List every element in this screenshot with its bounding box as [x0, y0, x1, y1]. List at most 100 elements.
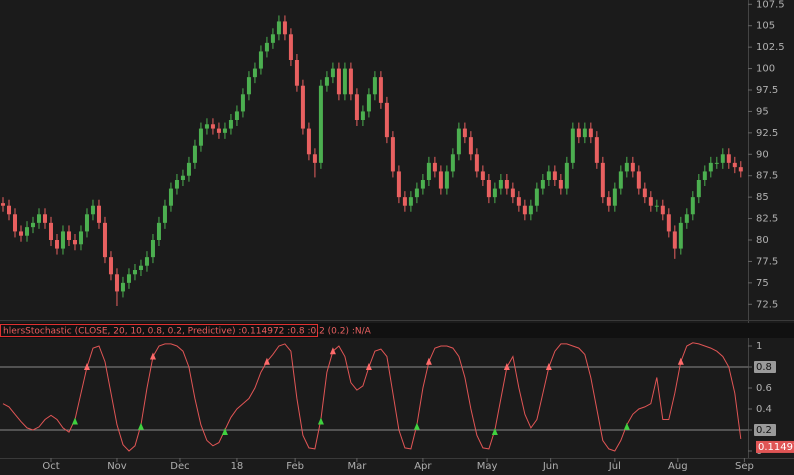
- buy-signal: [137, 422, 144, 430]
- candle-body: [192, 145, 197, 163]
- candle-body: [60, 231, 65, 249]
- candle-body: [402, 197, 407, 206]
- candle-body: [570, 128, 575, 163]
- candle-body: [654, 205, 659, 207]
- sell-signal: [677, 357, 684, 365]
- candle-body: [438, 171, 443, 189]
- candle-body: [336, 68, 341, 95]
- candle-body: [258, 51, 263, 69]
- candle-body: [492, 188, 497, 198]
- candle-body: [108, 257, 113, 275]
- candle-body: [462, 128, 467, 138]
- y-tick-label: 0.6: [756, 383, 772, 394]
- candle-body: [126, 274, 131, 283]
- buy-signal: [491, 428, 498, 436]
- last-value-label: 0.11497: [758, 442, 794, 453]
- candle-body: [720, 154, 725, 163]
- candle-body: [198, 128, 203, 146]
- buy-signal: [623, 422, 630, 430]
- candle-body: [696, 180, 701, 198]
- candle-body: [84, 214, 89, 232]
- candle-body: [618, 171, 623, 189]
- candle-body: [72, 240, 77, 245]
- sell-signal: [149, 352, 156, 360]
- y-tick-label: 80: [756, 235, 769, 246]
- candle-body: [96, 205, 101, 223]
- x-tick-label: Mar: [347, 461, 367, 472]
- candle-body: [348, 68, 353, 95]
- candle-body: [540, 180, 545, 189]
- candle-body: [576, 128, 581, 138]
- candle-body: [426, 162, 431, 180]
- y-tick-label: 0.2: [756, 425, 772, 436]
- sell-signal: [503, 362, 510, 370]
- candle-body: [276, 21, 281, 35]
- candle-body: [714, 162, 719, 164]
- candle-body: [516, 197, 521, 206]
- candle-body: [54, 240, 59, 249]
- candle-body: [168, 188, 173, 206]
- y-tick-label: 0.4: [756, 404, 772, 415]
- x-tick-label: May: [477, 461, 498, 472]
- candle-body: [396, 171, 401, 198]
- y-tick-label: 82.5: [756, 214, 778, 225]
- level-label-box: [754, 360, 776, 373]
- y-tick-label: 105: [756, 21, 775, 32]
- candle-body: [48, 222, 53, 240]
- candle-body: [288, 34, 293, 60]
- y-tick-label: 100: [756, 64, 775, 75]
- candle-body: [138, 265, 143, 270]
- candle-body: [342, 68, 347, 95]
- candle-body: [564, 162, 569, 189]
- candle-body: [24, 227, 29, 236]
- candle-body: [216, 128, 221, 133]
- candle-body: [150, 240, 155, 258]
- candle-body: [408, 197, 413, 206]
- candle-body: [324, 77, 329, 86]
- candle-body: [144, 257, 149, 266]
- candle-body: [546, 171, 551, 180]
- x-tick-label: Dec: [170, 461, 189, 472]
- candle-body: [612, 188, 617, 206]
- candle-body: [498, 180, 503, 189]
- candle-body: [600, 162, 605, 198]
- candle-body: [174, 180, 179, 189]
- buy-signal: [71, 417, 78, 425]
- x-tick-label: Sep: [735, 461, 754, 472]
- level-label-box: [754, 424, 776, 437]
- candle-body: [678, 222, 683, 249]
- y-tick-label: 85: [756, 192, 769, 203]
- y-tick-label: 95: [756, 106, 769, 117]
- study-title-box: [0, 324, 318, 337]
- candle-body: [534, 188, 539, 206]
- candle-body: [234, 111, 239, 120]
- y-tick-label: 102.5: [756, 42, 785, 53]
- candle-body: [444, 171, 449, 189]
- y-tick-label: 72.5: [756, 299, 778, 310]
- y-tick-label: 0.8: [756, 362, 772, 373]
- candle-body: [528, 205, 533, 215]
- candle-body: [66, 231, 71, 240]
- candle-body: [588, 128, 593, 138]
- candle-body: [522, 205, 527, 215]
- candle-body: [312, 154, 317, 163]
- x-tick-label: Aug: [668, 461, 688, 472]
- candle-body: [486, 180, 491, 198]
- candle-body: [360, 111, 365, 120]
- candle-body: [384, 102, 389, 138]
- candle-body: [732, 162, 737, 168]
- y-tick-label: 75: [756, 278, 769, 289]
- candle-body: [450, 154, 455, 172]
- y-tick-label: 107.5: [756, 0, 785, 10]
- candle-body: [510, 188, 515, 198]
- candle-body: [156, 222, 161, 240]
- candle-body: [414, 188, 419, 198]
- sell-signal: [329, 347, 336, 355]
- sell-signal: [425, 357, 432, 365]
- candle-body: [354, 94, 359, 120]
- buy-signal: [317, 417, 324, 425]
- candle-body: [318, 85, 323, 163]
- candle-body: [204, 124, 209, 129]
- x-tick-label: Feb: [286, 461, 304, 472]
